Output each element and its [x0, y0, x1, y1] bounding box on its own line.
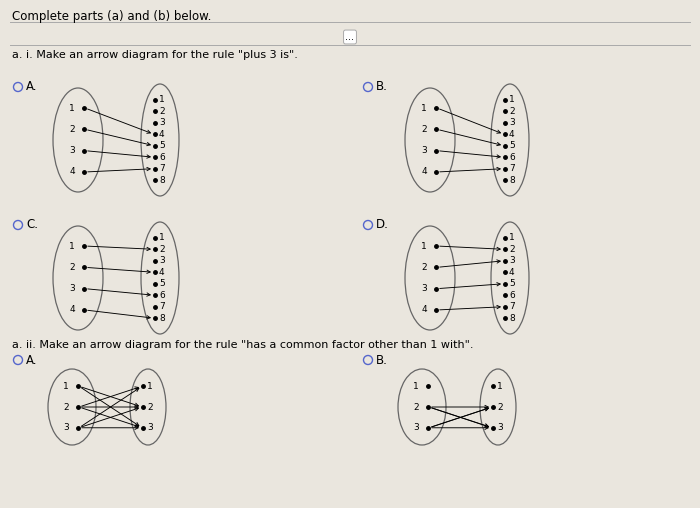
Text: 6: 6	[509, 291, 514, 300]
Text: 8: 8	[159, 313, 164, 323]
Text: 2: 2	[509, 107, 514, 116]
Text: 3: 3	[159, 256, 164, 265]
Text: 3: 3	[69, 284, 75, 293]
Text: Complete parts (a) and (b) below.: Complete parts (a) and (b) below.	[12, 10, 211, 23]
Text: 7: 7	[509, 302, 514, 311]
Text: 2: 2	[64, 402, 69, 411]
Text: 3: 3	[421, 146, 427, 155]
Text: a. i. Make an arrow diagram for the rule "plus 3 is".: a. i. Make an arrow diagram for the rule…	[12, 50, 298, 60]
Text: 1: 1	[509, 233, 514, 242]
Text: A.: A.	[26, 354, 38, 366]
Text: 5: 5	[509, 141, 514, 150]
Text: 3: 3	[63, 423, 69, 432]
Text: 6: 6	[159, 291, 164, 300]
Text: 2: 2	[69, 263, 75, 272]
Text: 2: 2	[421, 125, 427, 134]
Text: 1: 1	[147, 382, 153, 391]
Text: 1: 1	[159, 233, 164, 242]
Text: 2: 2	[159, 107, 164, 116]
Text: 4: 4	[69, 305, 75, 314]
Text: 8: 8	[509, 313, 514, 323]
Text: 2: 2	[147, 402, 153, 411]
Text: 1: 1	[413, 382, 419, 391]
Text: 3: 3	[147, 423, 153, 432]
Text: 2: 2	[509, 245, 514, 254]
Text: 6: 6	[159, 153, 164, 162]
Text: 3: 3	[509, 118, 514, 128]
Text: 5: 5	[509, 279, 514, 288]
Text: 1: 1	[497, 382, 503, 391]
Text: 7: 7	[509, 164, 514, 173]
Text: ...: ...	[346, 32, 354, 42]
Text: B.: B.	[376, 80, 388, 93]
Text: 4: 4	[69, 168, 75, 176]
Text: 3: 3	[413, 423, 419, 432]
Text: 5: 5	[159, 141, 164, 150]
Text: D.: D.	[376, 218, 389, 232]
Text: 1: 1	[421, 241, 427, 250]
Text: 4: 4	[509, 130, 514, 139]
Text: 3: 3	[509, 256, 514, 265]
Text: 2: 2	[159, 245, 164, 254]
Text: 3: 3	[421, 284, 427, 293]
Text: 4: 4	[421, 168, 427, 176]
Text: 3: 3	[69, 146, 75, 155]
Text: 1: 1	[63, 382, 69, 391]
Text: 2: 2	[421, 263, 427, 272]
Text: 1: 1	[509, 96, 514, 104]
Text: 2: 2	[69, 125, 75, 134]
Text: 3: 3	[159, 118, 164, 128]
Text: A.: A.	[26, 80, 38, 93]
Text: 1: 1	[421, 104, 427, 112]
Text: 1: 1	[159, 96, 164, 104]
Text: 8: 8	[509, 176, 514, 185]
Text: 4: 4	[159, 130, 164, 139]
Text: 3: 3	[497, 423, 503, 432]
Text: 8: 8	[159, 176, 164, 185]
Text: 7: 7	[159, 302, 164, 311]
Text: 4: 4	[509, 268, 514, 277]
Text: 4: 4	[421, 305, 427, 314]
Text: 5: 5	[159, 279, 164, 288]
Text: 1: 1	[69, 241, 75, 250]
Text: C.: C.	[26, 218, 38, 232]
Text: 2: 2	[497, 402, 503, 411]
Text: a. ii. Make an arrow diagram for the rule "has a common factor other than 1 with: a. ii. Make an arrow diagram for the rul…	[12, 340, 473, 350]
Text: 6: 6	[509, 153, 514, 162]
Text: 4: 4	[159, 268, 164, 277]
Text: 2: 2	[414, 402, 419, 411]
Text: B.: B.	[376, 354, 388, 366]
Text: 7: 7	[159, 164, 164, 173]
Text: 1: 1	[69, 104, 75, 112]
